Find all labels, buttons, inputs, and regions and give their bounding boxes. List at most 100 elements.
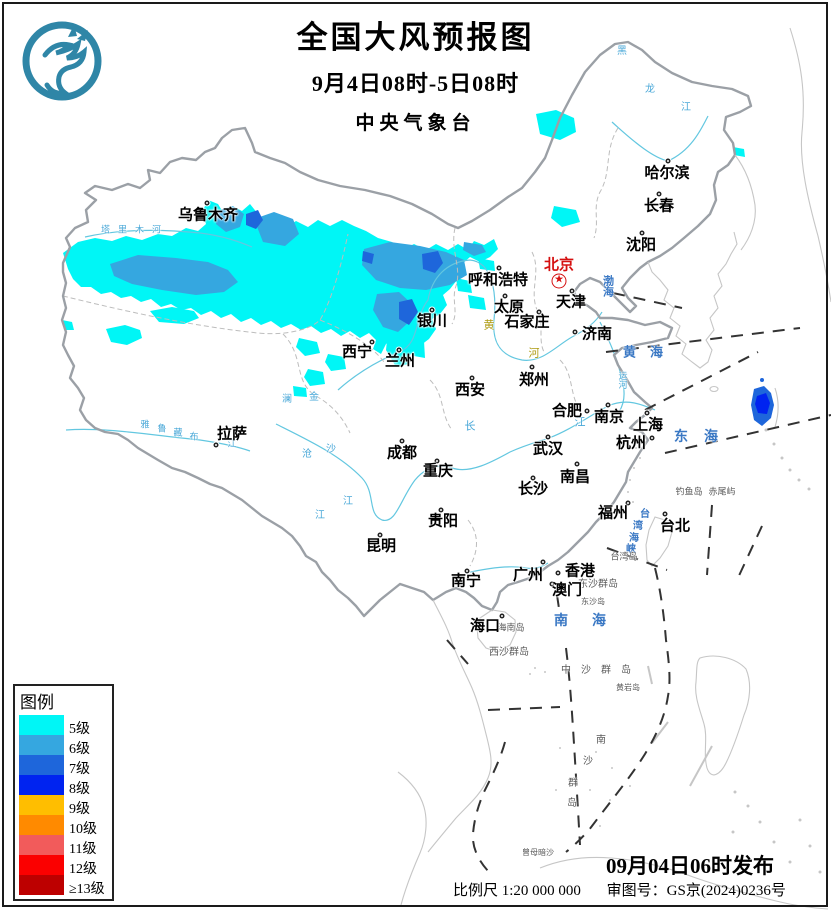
city-marker-dot [555,570,561,576]
sea-label: 渤海 [601,275,614,297]
legend-rows: 5级 6级 7级 8级 9级 10级 11级 12级 ≥13级 [19,715,112,897]
sea-label: 峡 [626,544,636,555]
city-label: 海口 [469,618,501,635]
city-label: 广州 [512,567,544,584]
city-label: 石家庄 [504,314,550,331]
island-label: 台湾岛 [610,551,638,562]
river-label: 金 [309,392,319,403]
city-label: 拉萨 [216,426,248,443]
city-label: 重庆 [422,463,454,480]
river-label: 长 [464,420,476,433]
city-label: 合肥 [551,403,583,420]
publish-time: 09月04日06时发布 [606,854,774,878]
city-marker-dot [438,507,444,513]
city-label: 银川 [416,313,448,330]
city-label: 上海 [632,417,664,434]
city-marker-dot [434,458,440,464]
city-marker-dot [649,435,655,441]
foreign-coastlines [397,27,831,910]
river-label: 江 [681,102,691,113]
city-marker-dot [396,347,402,353]
city-marker-dot [569,288,575,294]
legend-color-swatch [19,775,64,795]
river-label: 布 [189,431,199,442]
river-label: 雅 [140,419,150,430]
island-label: 海南岛 [497,622,525,633]
capital-label: 北京 [543,257,575,274]
legend-item-label: 12级 [69,862,97,877]
sea-label: 湾 [633,521,643,532]
city-label: 哈尔滨 [644,165,690,182]
legend-title: 图例 [20,693,54,712]
city-label: 沈阳 [625,237,657,254]
legend-color-swatch [19,795,64,815]
province-borders [62,127,619,567]
legend-item-label: 5级 [69,722,90,737]
legend-item: 6级 [19,735,112,757]
map-approval-number: 审图号：GS京(2024)0236号 [606,883,786,899]
river-label: 澜 [282,394,292,405]
city-label: 台北 [659,518,691,535]
river-label: 江 [227,438,237,449]
legend-item: 8级 [19,775,112,797]
legend-item: ≥13级 [19,875,112,897]
legend-item: 10级 [19,815,112,837]
city-marker-dot [496,265,502,271]
legend-item-label: 6级 [69,742,90,757]
city-label: 澳门 [551,582,583,599]
city-label: 西宁 [341,344,373,361]
wind-area-level8 [755,393,770,414]
city-marker-dot [377,532,383,538]
river-label: 江 [315,510,325,521]
city-label: 西安 [454,382,486,399]
city-marker-dot [656,191,662,197]
city-marker-dot [605,402,611,408]
city-label: 南昌 [559,469,591,486]
legend-color-swatch [19,715,64,735]
sea-label: 台 [640,509,650,520]
river-y-label: 黄 [483,319,495,332]
island-label: 中沙群岛 [561,665,641,676]
legend-item: 11级 [19,835,112,857]
city-marker-dot [213,442,219,448]
city-marker-dot [574,461,580,467]
river-y-label: 河 [528,347,540,360]
river-label: 龙 [645,84,655,95]
city-marker-dot [499,613,505,619]
city-marker-dot [584,408,590,414]
legend: 图例 5级 6级 7级 8级 9级 10级 11级 12级 ≥13级 [13,684,114,901]
city-marker-dot [536,309,542,315]
small-islands [529,428,822,874]
sea-label: 东海 [674,430,734,445]
island-label: 曾母暗沙 [522,848,554,857]
agency-name: 中央气象台 [355,113,476,134]
cma-logo-icon [22,21,102,101]
wind-area-level6 [110,206,486,332]
city-label: 郑州 [518,372,550,389]
legend-item: 9级 [19,795,112,817]
river-label: 塔里木河 [100,224,170,235]
city-marker-dot [665,158,671,164]
sea-label: 海 [629,533,639,544]
island-label: 岛 [567,798,577,809]
legend-color-swatch [19,735,64,755]
city-marker-dot [662,511,668,517]
river-label: 鲁 [157,423,167,434]
island-label: 钓鱼岛 [675,486,703,497]
city-marker-dot [464,568,470,574]
city-marker-dot [469,375,475,381]
city-marker-dot [530,475,536,481]
city-marker-dot [545,434,551,440]
city-label: 太原 [493,299,525,316]
city-label: 武汉 [532,441,564,458]
capital-star-marker: ★ [551,273,567,289]
legend-color-swatch [19,835,64,855]
page-title: 全国大风预报图 [296,20,535,55]
legend-item: 5级 [19,715,112,737]
footer-scale-line: 比例尺 1:20 000 000 审图号：GS京(2024)0236号 [453,879,786,900]
legend-color-swatch [19,855,64,875]
legend-item-label: 9级 [69,802,90,817]
island-label: 西沙群岛 [489,647,529,658]
city-marker-dot [644,410,650,416]
